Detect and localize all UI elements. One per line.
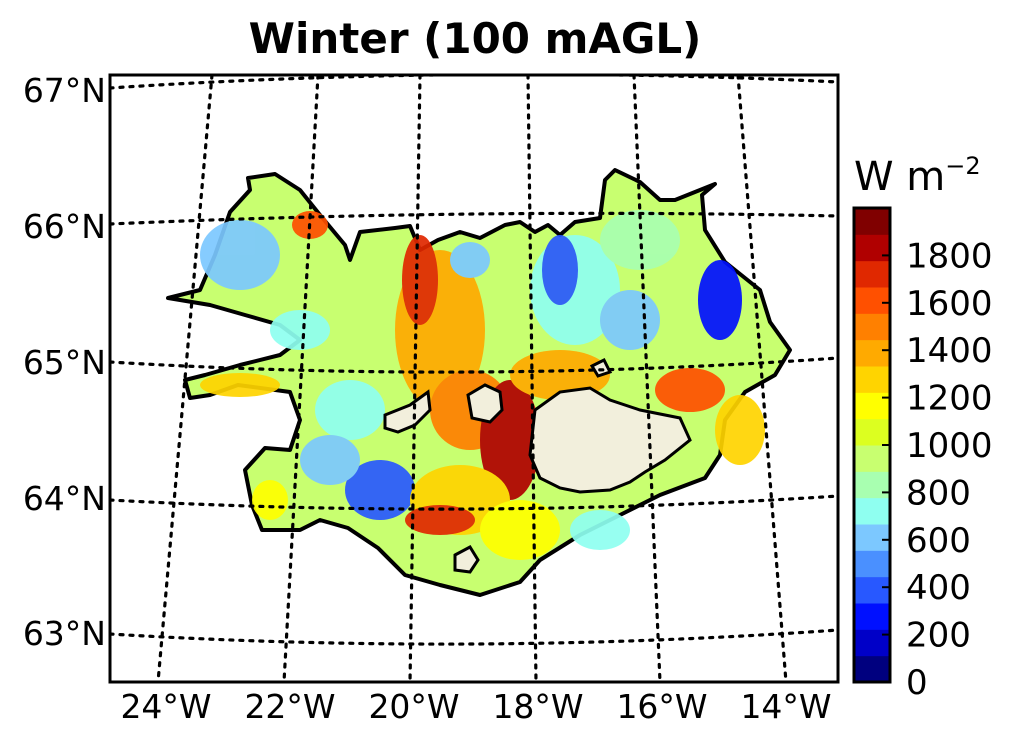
lon-label: 20°W — [368, 687, 459, 726]
colorbar-swatch — [854, 287, 890, 314]
glacier-langjokull — [383, 389, 432, 434]
colorbar-tick-label: 1800 — [906, 236, 993, 276]
lon-label: 24°W — [120, 687, 211, 726]
colorbar — [852, 206, 892, 684]
graticule — [110, 75, 838, 682]
lon-labels: 24°W 22°W 20°W 18°W 16°W 14°W — [120, 687, 831, 726]
colorbar-swatch — [854, 234, 890, 262]
colorbar-swatch — [854, 524, 890, 551]
lat-label: 67°N — [23, 71, 106, 110]
colorbar-swatch — [854, 339, 890, 367]
colorbar-tick-label: 1400 — [906, 331, 993, 371]
colorbar-swatch — [854, 313, 890, 341]
colorbar-ticks: 0 200 400 600 800 1000 1200 1400 1600 18… — [906, 236, 993, 703]
lat-label: 65°N — [23, 343, 106, 382]
lat-label: 66°N — [23, 207, 106, 246]
colorbar-tick-label: 400 — [906, 568, 971, 608]
map-frame — [108, 73, 840, 684]
colorbar-swatch — [854, 655, 890, 683]
colorbar-swatch — [854, 260, 890, 288]
map-title: Winter (100 mAGL) — [248, 14, 702, 63]
colorbar-tick-label: 800 — [906, 473, 971, 513]
lon-label: 18°W — [492, 687, 583, 726]
glacier-hofsjokull — [466, 383, 504, 424]
colorbar-tick-label: 1000 — [906, 426, 993, 466]
colorbar-unit: W m−2 — [854, 152, 981, 200]
lat-label: 63°N — [23, 614, 106, 653]
lat-label: 64°N — [23, 479, 106, 518]
colorbar-swatch — [854, 497, 890, 525]
colorbar-swatch — [854, 418, 890, 446]
colorbar-swatch — [854, 366, 890, 393]
lat-labels: 67°N 66°N 65°N 64°N 63°N — [23, 71, 106, 653]
glacier-small — [589, 357, 613, 378]
lon-label: 22°W — [244, 687, 335, 726]
colorbar-tick-label: 600 — [906, 521, 971, 561]
glacier-myrdalsjokull — [453, 545, 480, 574]
lon-label: 14°W — [740, 687, 831, 726]
lon-label: 16°W — [616, 687, 707, 726]
colorbar-swatch — [854, 445, 890, 472]
colorbar-swatch — [854, 471, 890, 499]
colorbar-swatch — [854, 629, 890, 657]
colorbar-swatch — [854, 576, 890, 604]
colorbar-swatch — [854, 392, 890, 420]
colorbar-tick-label: 1600 — [906, 284, 993, 324]
colorbar-swatch — [854, 550, 890, 578]
colorbar-swatch — [854, 603, 890, 630]
colorbar-tick-label: 0 — [906, 663, 928, 703]
colorbar-tick-label: 200 — [906, 616, 971, 656]
colorbar-swatch — [854, 208, 890, 235]
colorbar-tick-label: 1200 — [906, 379, 993, 419]
